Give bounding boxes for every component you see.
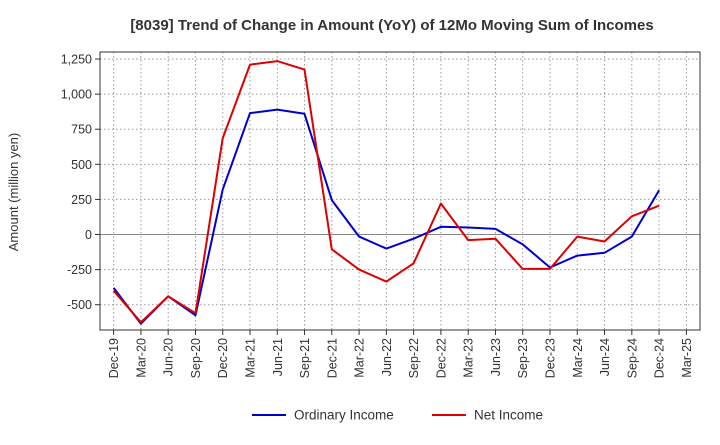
plot-frame (99, 51, 701, 331)
grid (100, 52, 700, 330)
x-tick-label: Mar-24 (571, 338, 585, 378)
legend: Ordinary Income Net Income (252, 408, 543, 423)
y-tick-label: 750 (71, 123, 92, 137)
axes: -500 -250 0 250 500 750 1,000 1,250 Dec-19 Mar-20… (61, 51, 701, 378)
x-tick-label: Jun-21 (271, 338, 285, 376)
y-tick-label: -500 (67, 298, 92, 312)
x-tick-label: Sep-23 (516, 338, 530, 378)
x-tick-label: Dec-19 (107, 338, 121, 378)
x-tick-label: Mar-20 (134, 338, 148, 378)
x-tick-label: Jun-23 (489, 338, 503, 376)
x-tick-label: Dec-24 (653, 338, 667, 378)
y-axis-label: Amount (million yen) (6, 133, 21, 252)
y-tick-label: -250 (67, 263, 92, 277)
y-tick-label: 0 (85, 228, 92, 242)
chart-title: [8039] Trend of Change in Amount (YoY) o… (130, 17, 653, 34)
x-tick-label: Sep-20 (189, 338, 203, 378)
x-tick-label: Jun-20 (162, 338, 176, 376)
series-line-ordinary-income (112, 108, 660, 325)
legend-label: Ordinary Income (294, 408, 394, 423)
x-tick-label: Jun-22 (380, 338, 394, 376)
y-tick-label: 1,000 (61, 88, 92, 102)
series-line-net-income (112, 60, 660, 324)
x-tick-label: Dec-22 (434, 338, 448, 378)
x-tick-label: Mar-23 (462, 338, 476, 378)
x-tick-label: Sep-22 (407, 338, 421, 378)
series-lines (112, 60, 660, 325)
x-tick-label: Jun-24 (598, 338, 612, 376)
y-tick-label: 250 (71, 193, 92, 207)
x-tick-label: Dec-23 (544, 338, 558, 378)
y-tick-label: 500 (71, 158, 92, 172)
x-tick-label: Mar-25 (680, 338, 694, 378)
x-tick-label: Dec-20 (216, 338, 230, 378)
x-tick-label: Dec-21 (325, 338, 339, 378)
legend-label: Net Income (474, 408, 543, 423)
y-tick-label: 1,250 (61, 53, 92, 67)
x-tick-label: Mar-22 (353, 338, 367, 378)
x-tick-label: Sep-21 (298, 338, 312, 378)
x-tick-label: Mar-21 (244, 338, 258, 378)
x-tick-label: Sep-24 (625, 338, 639, 378)
